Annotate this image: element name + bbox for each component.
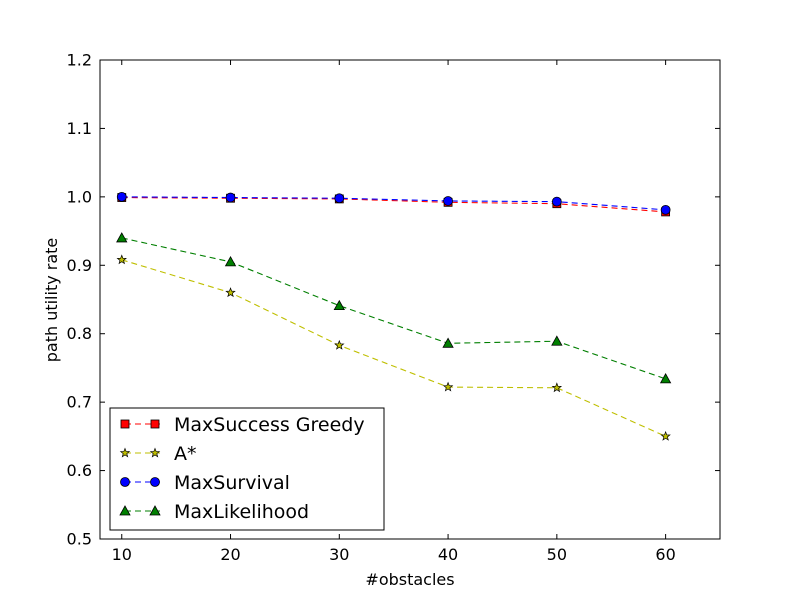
series-line — [121, 237, 666, 380]
y-tick-label: 0.6 — [67, 461, 92, 480]
data-point — [225, 192, 236, 203]
x-axis-label: #obstacles — [365, 570, 454, 589]
y-tick-label: 0.7 — [67, 393, 92, 412]
legend-marker — [149, 505, 161, 516]
y-tick-label: 0.9 — [67, 256, 92, 275]
legend-marker — [150, 419, 160, 429]
series-maxlikelihood — [116, 232, 672, 384]
y-tick-label: 1.1 — [67, 119, 92, 138]
y-axis-label: path utility rate — [42, 238, 61, 363]
data-point — [333, 299, 345, 311]
data-point — [224, 256, 237, 267]
y-tick-label: 1.2 — [67, 51, 92, 70]
data-point — [659, 373, 672, 384]
legend-marker — [120, 477, 130, 487]
legend-marker — [119, 447, 131, 458]
data-point — [116, 191, 127, 202]
series-line — [121, 196, 666, 211]
legend-marker — [120, 419, 130, 429]
legend-item: A* — [119, 443, 197, 465]
legend-label: MaxSurvival — [174, 472, 290, 494]
legend-item: MaxSuccess Greedy — [120, 414, 365, 436]
series-line — [121, 259, 666, 437]
legend-label: A* — [174, 443, 197, 465]
data-point — [116, 232, 128, 243]
y-tick-label: 1.0 — [67, 187, 92, 206]
data-point — [660, 430, 671, 441]
series-layer — [116, 191, 672, 441]
x-tick-label: 20 — [220, 545, 240, 564]
series-maxsurvival — [116, 191, 671, 215]
ticks-layer: 10 20 30 40 50 60 0.5 0.6 0.7 0.8 0.9 1.0 1.1 1.2 — [67, 51, 720, 564]
x-tick-label: 60 — [655, 545, 675, 564]
data-point — [551, 382, 563, 393]
y-tick-label: 0.8 — [67, 324, 92, 343]
legend-label: MaxSuccess Greedy — [174, 414, 365, 436]
data-point — [334, 339, 345, 350]
legend-marker — [119, 505, 131, 516]
data-point — [225, 287, 236, 298]
data-point — [442, 337, 454, 348]
data-point — [442, 381, 454, 392]
data-point — [551, 196, 562, 207]
data-point — [660, 204, 671, 215]
legend-marker — [149, 447, 161, 458]
data-point — [443, 196, 453, 206]
x-tick-label: 10 — [112, 545, 132, 564]
data-point — [116, 254, 127, 265]
legend-item: MaxLikelihood — [119, 501, 309, 523]
data-point — [551, 335, 563, 346]
x-tick-label: 40 — [438, 545, 458, 564]
x-tick-label: 50 — [547, 545, 567, 564]
legend: MaxSuccess Greedy A* MaxSurvival MaxLikelih… — [109, 407, 385, 531]
series-a — [116, 254, 671, 441]
legend-item: MaxSurvival — [120, 472, 290, 494]
legend-marker — [150, 477, 160, 487]
y-tick-label: 0.5 — [67, 530, 92, 549]
plot-frame — [99, 59, 721, 540]
x-tick-label: 30 — [329, 545, 349, 564]
legend-label: MaxLikelihood — [174, 501, 309, 523]
data-point — [334, 193, 345, 204]
series-line — [121, 196, 666, 213]
